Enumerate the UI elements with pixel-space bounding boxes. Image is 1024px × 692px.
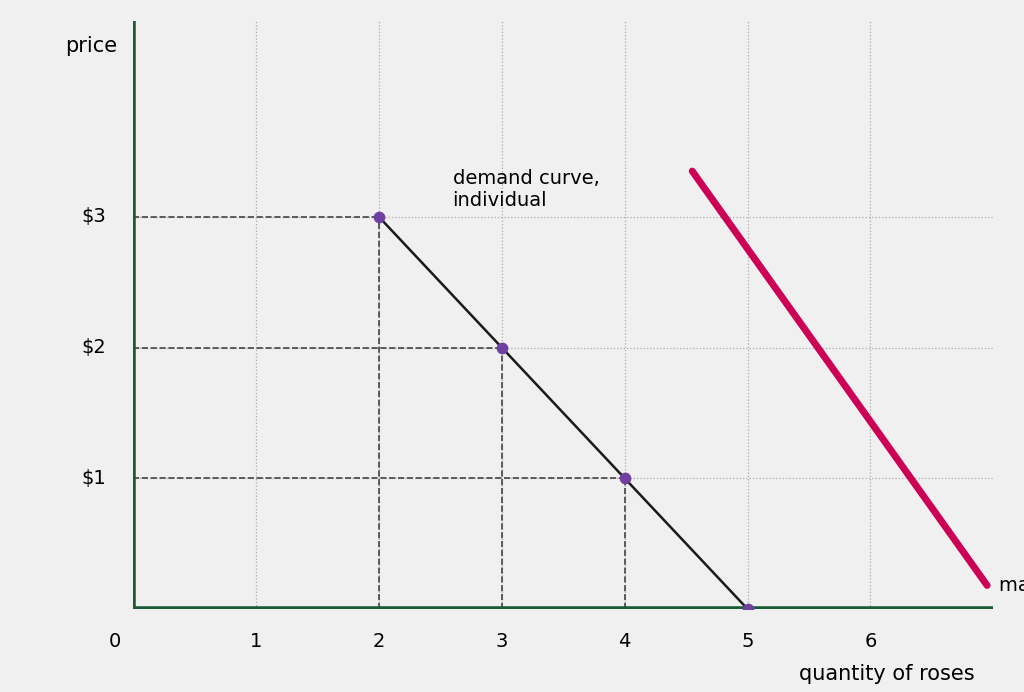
Point [739,603,756,614]
Point [616,473,633,484]
Text: 4: 4 [618,632,631,651]
Text: 5: 5 [741,632,754,651]
Text: 3: 3 [496,632,508,651]
Text: 2: 2 [373,632,385,651]
Text: demand curve,
individual: demand curve, individual [453,170,599,210]
Text: quantity of roses: quantity of roses [799,664,975,684]
Text: market demand: market demand [999,576,1024,595]
Text: $2: $2 [81,338,106,357]
Point [371,211,387,222]
Text: 0: 0 [109,632,121,651]
Text: $1: $1 [81,468,106,488]
Text: price: price [66,37,118,57]
Text: $3: $3 [81,208,106,226]
Text: 6: 6 [864,632,877,651]
Point [494,342,510,353]
Text: 1: 1 [250,632,262,651]
